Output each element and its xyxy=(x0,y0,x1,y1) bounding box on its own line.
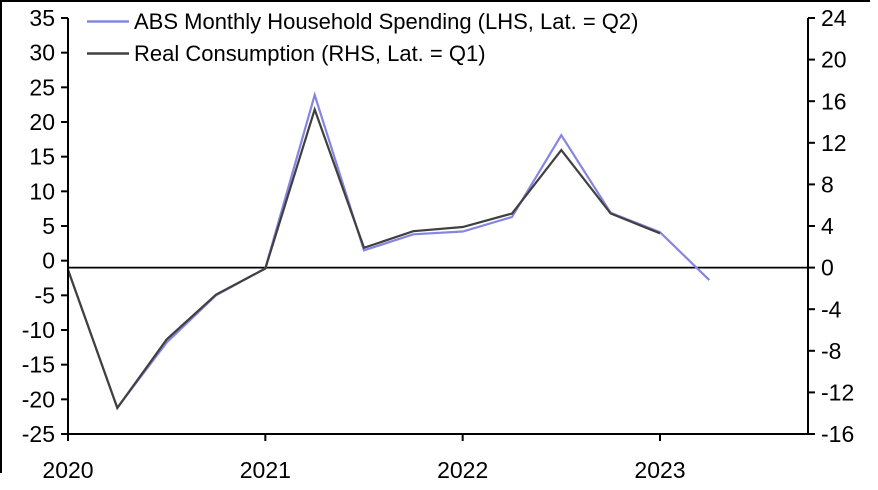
left-axis-tick-label: 15 xyxy=(29,144,55,170)
x-axis-tick-label: 2020 xyxy=(42,457,93,483)
left-axis-tick-label: 10 xyxy=(29,178,55,204)
right-axis-tick-label: -4 xyxy=(821,296,842,322)
x-axis-tick-label: 2021 xyxy=(240,457,291,483)
right-axis-tick-label: 24 xyxy=(821,5,847,31)
left-axis-tick-label: 30 xyxy=(29,40,55,66)
right-axis-tick-label: 12 xyxy=(821,130,847,156)
series-line-1 xyxy=(66,106,661,411)
left-axis-tick-label: -5 xyxy=(35,282,55,308)
right-axis-tick-label: 8 xyxy=(821,171,834,197)
legend-label-0: ABS Monthly Household Spending (LHS, Lat… xyxy=(134,9,638,34)
left-axis-tick-label: -20 xyxy=(22,386,55,412)
series-line-0 xyxy=(66,91,711,410)
right-axis-tick-label: 0 xyxy=(821,255,834,281)
left-axis-tick-label: 0 xyxy=(42,248,55,274)
left-axis-tick-label: 5 xyxy=(42,213,55,239)
right-axis-tick-label: -8 xyxy=(821,338,841,364)
right-axis-tick-label: -16 xyxy=(821,421,854,447)
right-axis-tick-label: -12 xyxy=(821,379,854,405)
left-axis-tick-label: 35 xyxy=(29,5,55,31)
legend-label-1: Real Consumption (RHS, Lat. = Q1) xyxy=(134,41,486,66)
left-axis-tick-label: -15 xyxy=(22,352,55,378)
left-axis-tick-label: -10 xyxy=(22,317,55,343)
left-axis-tick-label: 20 xyxy=(29,109,55,135)
x-axis-tick-label: 2023 xyxy=(634,457,685,483)
right-axis-tick-label: 4 xyxy=(821,213,834,239)
right-axis-tick-label: 20 xyxy=(821,47,847,73)
right-axis-tick-label: 16 xyxy=(821,88,847,114)
left-axis-tick-label: 25 xyxy=(29,74,55,100)
x-axis-tick-label: 2022 xyxy=(437,457,488,483)
left-axis-tick-label: -25 xyxy=(22,421,55,447)
